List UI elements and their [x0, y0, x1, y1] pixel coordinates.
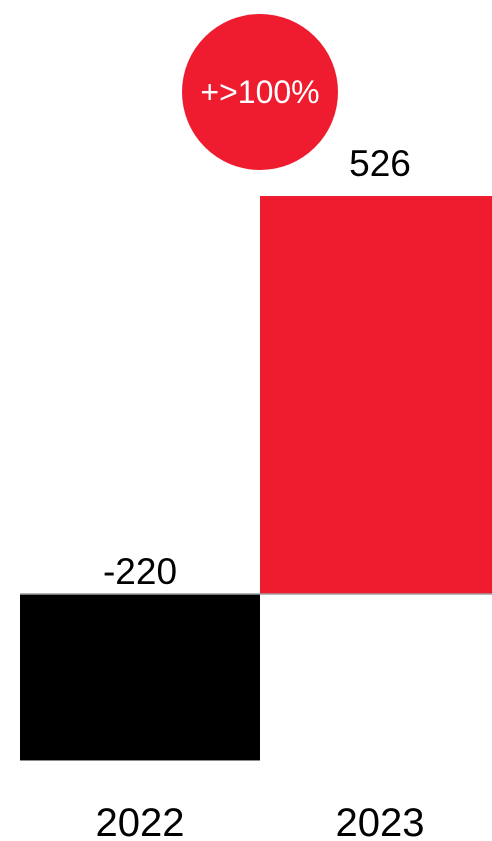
bar-2023 — [260, 196, 492, 595]
x-tick-label-2023: 2023 — [336, 801, 425, 841]
data-label-2023: 526 — [349, 143, 411, 184]
growth-badge-label: +>100% — [200, 74, 319, 110]
bar-2022 — [20, 594, 260, 761]
x-tick-label-2022: 2022 — [96, 801, 185, 841]
growth-badge — [182, 14, 338, 170]
data-label-2022: -220 — [103, 551, 177, 592]
